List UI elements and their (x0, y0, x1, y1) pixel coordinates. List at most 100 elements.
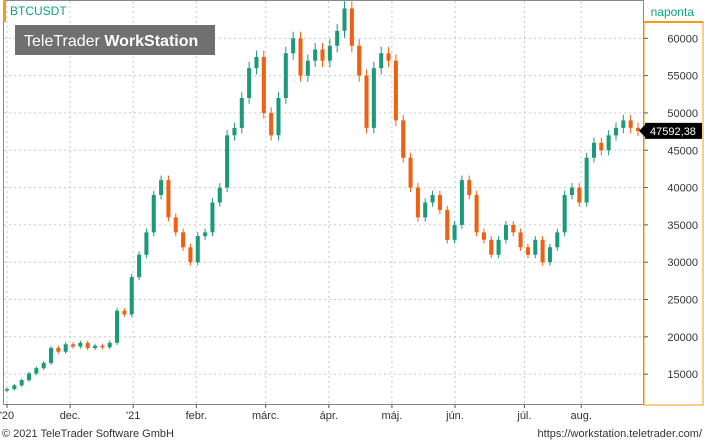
candle-up (547, 247, 552, 263)
candle-up (34, 368, 39, 374)
candle-down (437, 195, 442, 210)
candle-up (335, 30, 340, 46)
x-tick-label: febr. (186, 410, 207, 422)
y-axis: 15000 20000 25000 30000 35000 40000 45000 50000… (644, 33, 698, 381)
candle-down (540, 239, 545, 263)
candle-up (276, 98, 281, 136)
candle-down (401, 120, 406, 158)
candle-up (584, 157, 589, 203)
copyright-text: © 2021 TeleTrader Software GmbH (2, 428, 174, 440)
x-tick-label: ápr. (320, 410, 338, 422)
candle-down (261, 56, 266, 113)
x-tick-label: márc. (252, 410, 280, 422)
period-label[interactable]: naponta (651, 5, 695, 19)
candle-down (467, 180, 472, 196)
y-tick-label: 55000 (667, 71, 698, 83)
candle-up (19, 380, 24, 386)
candle-down (474, 195, 479, 233)
candle-up (107, 342, 112, 348)
candle-down (518, 232, 523, 248)
candle-up (144, 232, 149, 255)
candle-down (166, 180, 171, 218)
candle-up (26, 373, 32, 381)
last-price-label: 47592,38 (650, 126, 696, 138)
candle-up (78, 342, 83, 347)
candle-up (591, 142, 596, 158)
candle-down (481, 232, 486, 240)
candle-up (49, 348, 54, 363)
candle-down (364, 75, 369, 128)
candle-up (459, 180, 464, 225)
candle-down (525, 247, 530, 255)
source-url[interactable]: https://workstation.teletrader.com/ (538, 428, 703, 440)
candle-down (577, 187, 582, 203)
candles (4, 1, 641, 392)
candle-down (445, 209, 450, 240)
candle-up (313, 49, 318, 61)
candle-up (115, 310, 120, 343)
candle-down (357, 45, 362, 76)
candle-up (606, 135, 611, 151)
candle-up (452, 224, 457, 240)
candle-up (283, 53, 288, 99)
candle-up (232, 127, 237, 136)
symbol-label[interactable]: BTCUSDT (10, 4, 67, 18)
candle-up (63, 344, 68, 352)
candle-up (210, 202, 215, 233)
y-tick-label: 25000 (667, 295, 698, 307)
y-tick-label: 45000 (667, 145, 698, 157)
candle-up (225, 135, 230, 188)
candle-up (195, 236, 200, 263)
y-tick-label: 60000 (667, 33, 698, 45)
x-tick-label: '21 (126, 410, 140, 422)
y-tick-label: 40000 (667, 183, 698, 195)
brand-name: TeleTrader (24, 33, 104, 50)
candle-up (239, 98, 244, 128)
candle-down (386, 53, 391, 61)
x-axis: '20 dec. '21 febr. márc. ápr. máj. jún. júl. aug. (0, 404, 592, 422)
x-tick-label: máj. (382, 410, 403, 422)
candle-down (269, 112, 274, 136)
candle-down (511, 224, 516, 233)
candle-down (408, 157, 413, 188)
candle-up (379, 53, 384, 69)
candle-up (12, 385, 17, 390)
brand-badge: TeleTrader WorkStation (15, 25, 215, 55)
candle-up (247, 68, 252, 99)
svg-text:TeleTrader WorkStation: TeleTrader WorkStation (24, 33, 198, 50)
y-tick-label: 20000 (667, 332, 698, 344)
candle-up (41, 362, 46, 369)
candle-up (533, 239, 538, 255)
candle-up (371, 68, 376, 128)
candle-down (122, 310, 127, 315)
x-tick-label: '20 (0, 410, 14, 422)
candle-up (327, 45, 332, 61)
candle-down (100, 345, 105, 348)
candle-up (423, 202, 428, 218)
candle-up (203, 232, 208, 237)
brand-product: WorkStation (104, 33, 198, 50)
candle-down (489, 239, 494, 255)
candle-down (599, 142, 604, 151)
candle-up (291, 38, 296, 54)
candle-up (503, 224, 508, 240)
candle-up (613, 127, 619, 136)
candle-up (137, 254, 142, 278)
candle-up (93, 345, 98, 349)
candle-down (320, 49, 325, 61)
candle-up (621, 120, 626, 128)
candle-up (217, 187, 222, 203)
y-tick-label: 35000 (667, 220, 698, 232)
last-price-marker: 47592,38 (639, 122, 702, 139)
plot-area (3, 0, 644, 405)
x-tick-label: dec. (60, 410, 81, 422)
candle-up (151, 195, 156, 233)
candle-down (349, 8, 354, 46)
candle-down (628, 120, 633, 128)
candle-up (569, 187, 574, 196)
y-tick-label: 30000 (667, 257, 698, 269)
candle-down (635, 127, 641, 131)
candle-down (173, 217, 178, 233)
